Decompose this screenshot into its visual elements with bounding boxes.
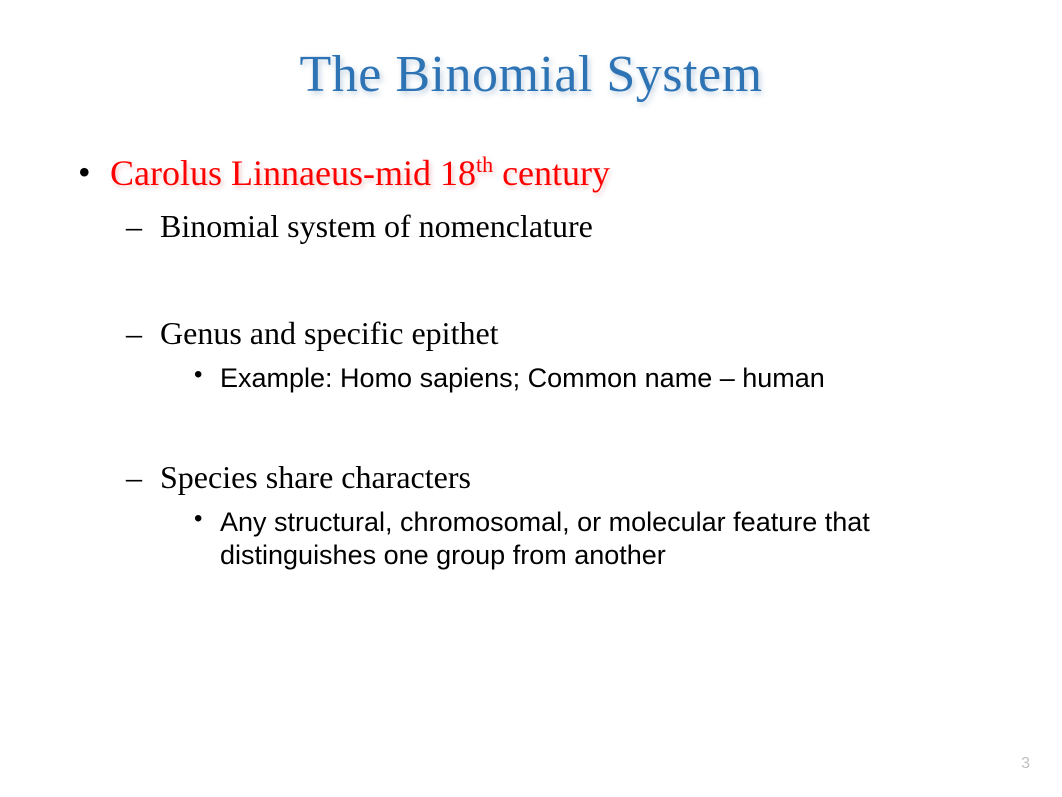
spacer bbox=[70, 401, 1002, 459]
slide-content: Carolus Linnaeus-mid 18th century Binomi… bbox=[60, 152, 1002, 572]
level1-text-after: century bbox=[493, 153, 610, 193]
spacer bbox=[70, 255, 1002, 315]
bullet-level1: Carolus Linnaeus-mid 18th century bbox=[70, 152, 1002, 194]
bullet-list: Carolus Linnaeus-mid 18th century Binomi… bbox=[70, 152, 1002, 572]
bullet-level3: Any structural, chromosomal, or molecula… bbox=[70, 506, 1002, 572]
bullet-level2: Binomial system of nomenclature bbox=[70, 208, 1002, 245]
bullet-level3: Example: Homo sapiens; Common name – hum… bbox=[70, 362, 1002, 395]
slide-title: The Binomial System bbox=[60, 45, 1002, 104]
page-number: 3 bbox=[1021, 755, 1030, 773]
bullet-level2: Species share characters bbox=[70, 459, 1002, 496]
level1-sup: th bbox=[476, 152, 493, 177]
slide-container: The Binomial System Carolus Linnaeus-mid… bbox=[0, 0, 1062, 797]
level1-text-before: Carolus Linnaeus-mid 18 bbox=[110, 153, 476, 193]
bullet-level2: Genus and specific epithet bbox=[70, 315, 1002, 352]
